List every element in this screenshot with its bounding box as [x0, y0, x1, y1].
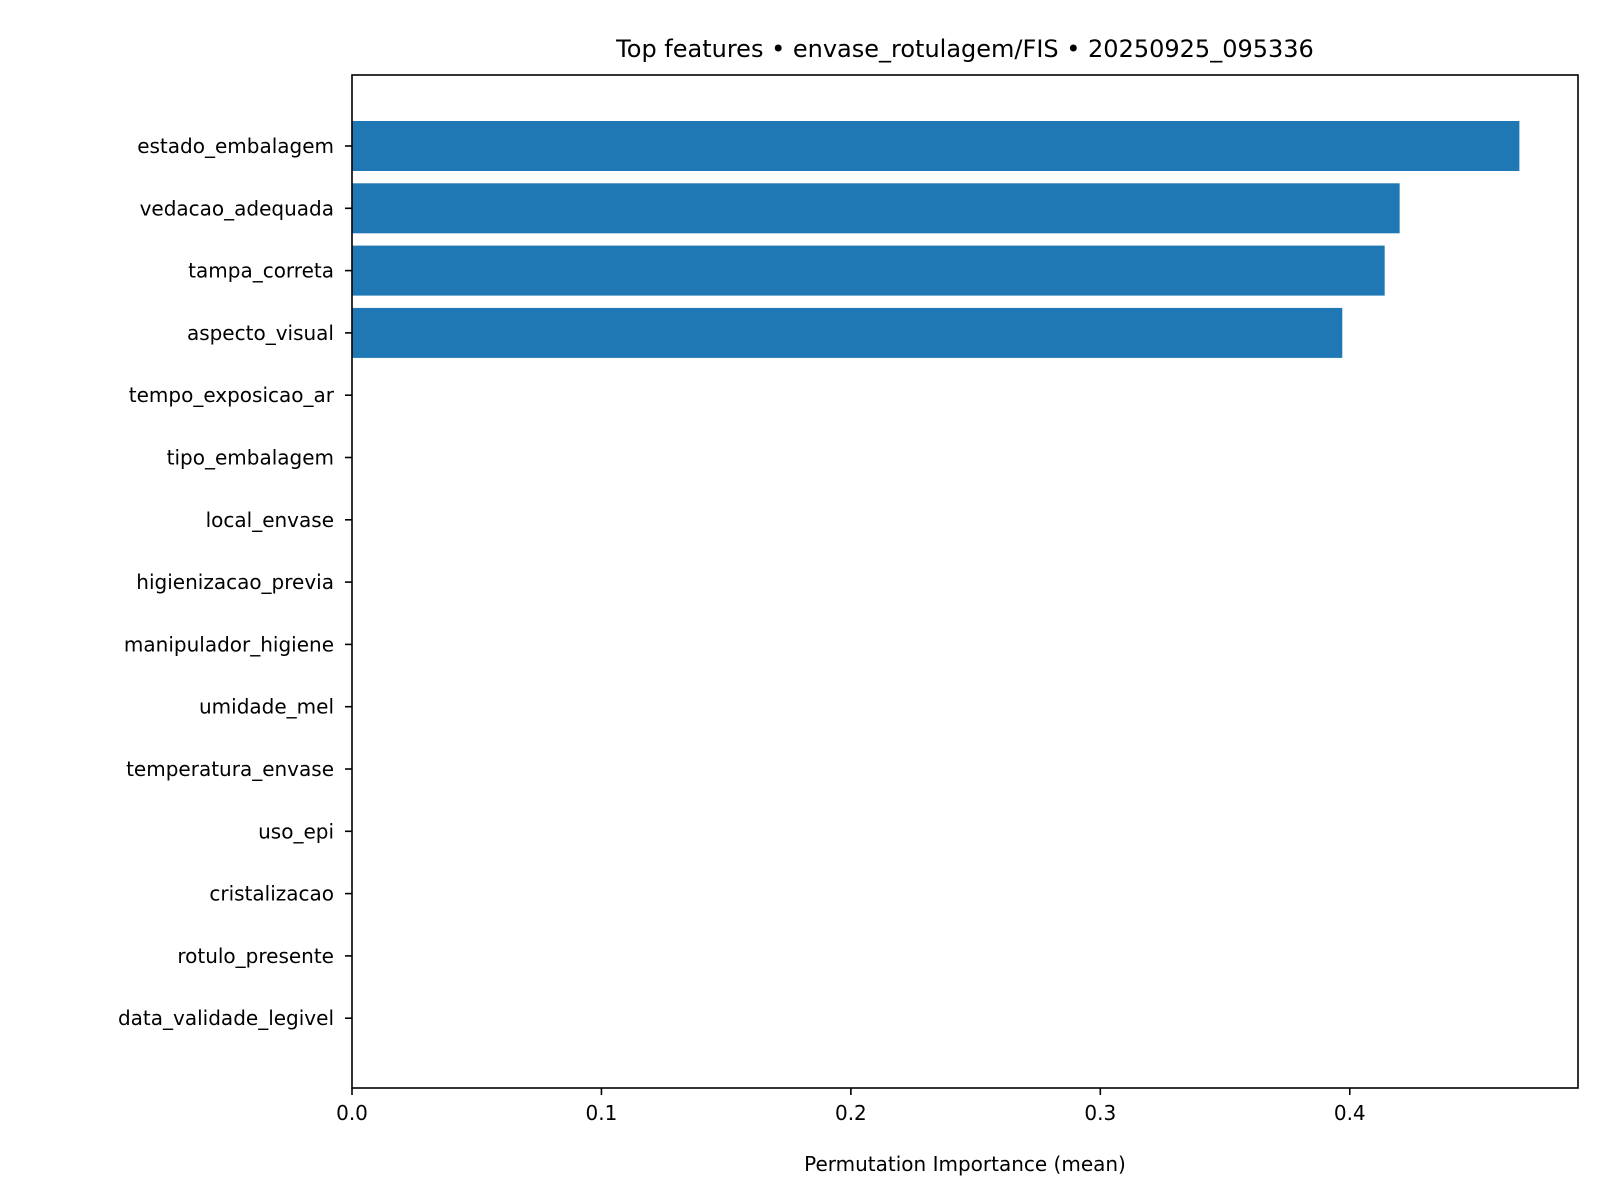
- bar-tampa_correta: [352, 245, 1385, 296]
- x-axis-label: Permutation Importance (mean): [804, 1152, 1126, 1176]
- plot-frame: [351, 74, 1579, 1089]
- y-tick-label: data_validade_legivel: [118, 1006, 334, 1030]
- y-tick-label: uso_epi: [258, 819, 334, 843]
- chart-title: Top features • envase_rotulagem/FIS • 20…: [615, 35, 1314, 63]
- y-axis: estado_embalagem vedacao_adequada tampa_co…: [118, 134, 352, 1030]
- x-tick-label: 0.4: [1334, 1101, 1366, 1125]
- x-tick-label: 0.3: [1084, 1101, 1116, 1125]
- y-tick-label: higienizacao_previa: [136, 570, 334, 594]
- bar-vedacao_adequada: [352, 183, 1400, 234]
- y-tick-label: vedacao_adequada: [140, 196, 334, 220]
- y-tick-label: rotulo_presente: [177, 944, 334, 968]
- y-tick-label: tempo_exposicao_ar: [129, 383, 335, 407]
- y-tick-label: tipo_embalagem: [167, 446, 334, 470]
- y-tick-label: umidade_mel: [199, 695, 334, 719]
- x-tick-label: 0.1: [586, 1101, 618, 1125]
- y-tick-label: aspecto_visual: [187, 321, 334, 345]
- bar-estado_embalagem: [352, 121, 1520, 171]
- bars-group: [352, 121, 1520, 358]
- x-axis: 0.0 0.1 0.2 0.3 0.4: [336, 1088, 1366, 1125]
- y-tick-label: temperatura_envase: [126, 757, 334, 781]
- x-tick-label: 0.0: [336, 1101, 368, 1125]
- y-tick-label: tampa_correta: [188, 259, 334, 283]
- bar-aspecto_visual: [352, 307, 1343, 358]
- x-tick-label: 0.2: [835, 1101, 867, 1125]
- y-tick-label: cristalizacao: [209, 882, 334, 906]
- y-tick-label: manipulador_higiene: [124, 632, 334, 656]
- y-tick-label: local_envase: [206, 508, 334, 532]
- y-tick-label: estado_embalagem: [137, 134, 334, 158]
